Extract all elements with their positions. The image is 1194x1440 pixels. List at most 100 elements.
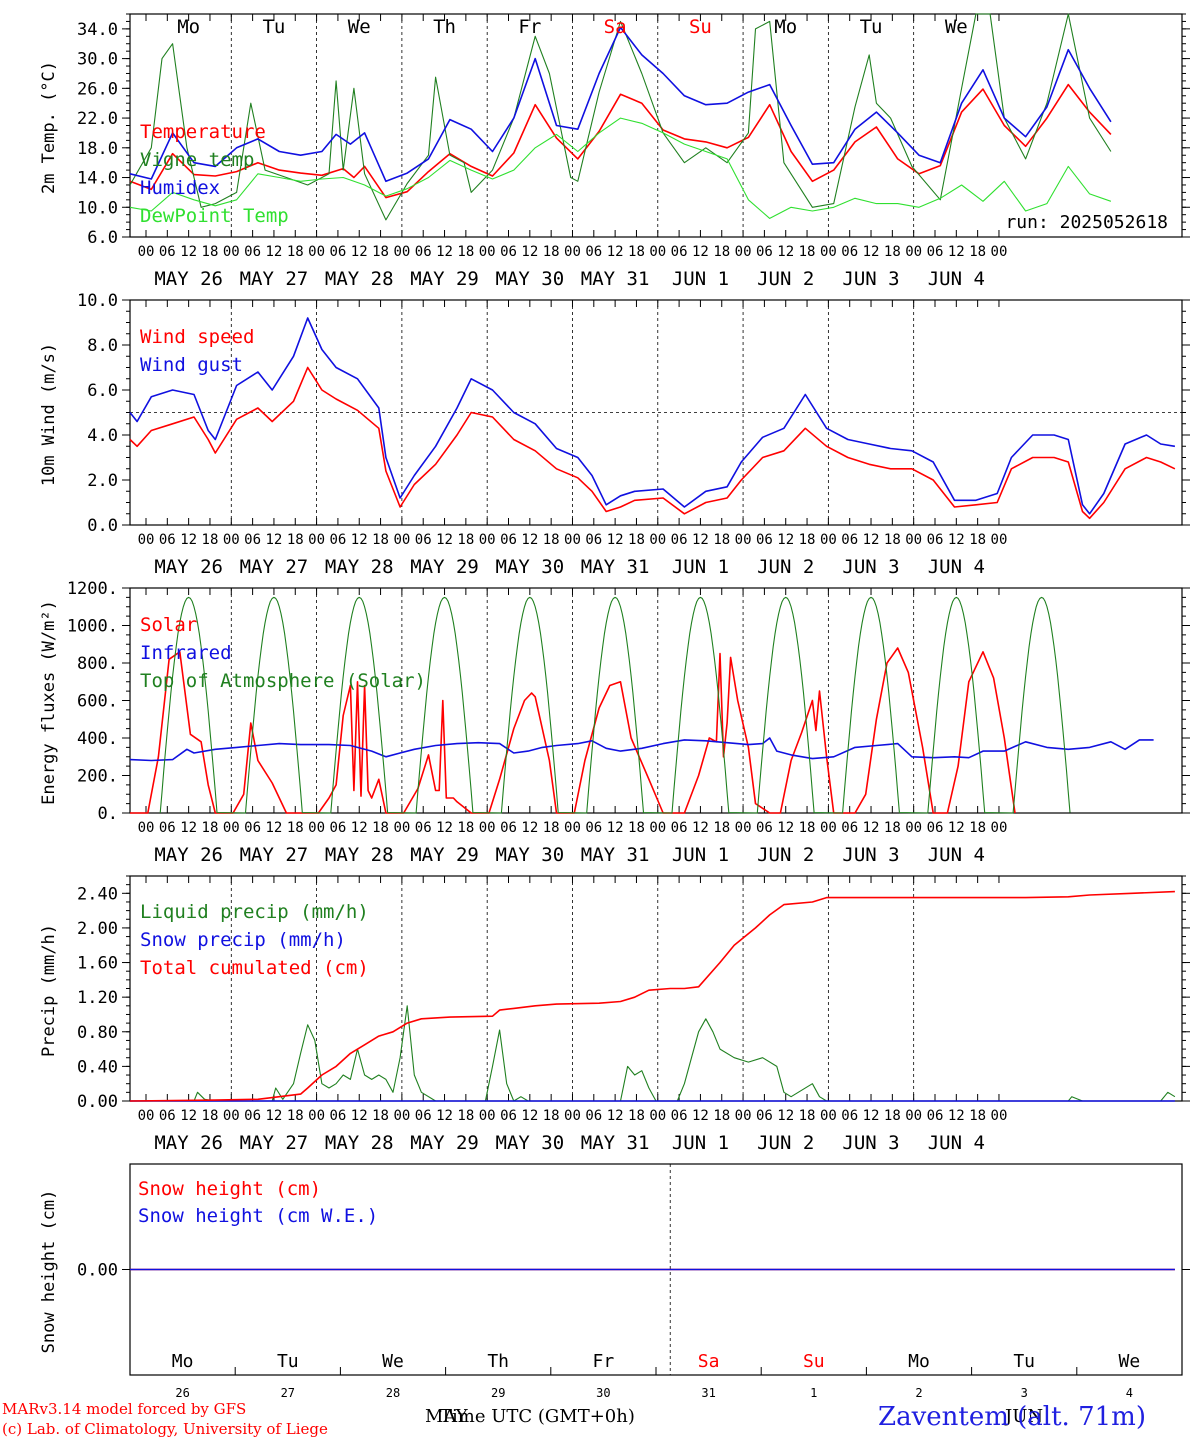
hour-label: 18 (543, 532, 560, 548)
hour-label: 06 (500, 1108, 517, 1124)
legend-entry: Snow precip (mm/h) (140, 929, 346, 951)
hour-label: 00 (564, 244, 581, 260)
hour-label: 18 (713, 244, 730, 260)
legend-entry: Total cumulated (cm) (140, 957, 369, 979)
hour-label: 06 (671, 820, 688, 836)
weekday-label: Fr (593, 1351, 615, 1372)
hour-label: 06 (927, 244, 944, 260)
hour-label: 06 (415, 1108, 432, 1124)
hour-label: 00 (393, 1108, 410, 1124)
y-tick-label: 1000. (67, 617, 118, 637)
hour-label: 12 (607, 244, 624, 260)
panel-2 (122, 299, 1190, 526)
series-line-infrared (129, 737, 1154, 762)
hour-label: 00 (905, 820, 922, 836)
date-label: MAY 30 (496, 1132, 565, 1154)
hour-label: 06 (927, 1108, 944, 1124)
hour-label: 06 (756, 532, 773, 548)
hour-label: 00 (820, 244, 837, 260)
panel-5 (122, 1163, 1190, 1376)
hour-label: 06 (415, 820, 432, 836)
hour-label: 00 (905, 244, 922, 260)
y-tick-label: 2.00 (77, 919, 118, 939)
y-tick-label: 26.0 (77, 79, 118, 99)
hour-label: 18 (543, 820, 560, 836)
hour-label: 06 (671, 244, 688, 260)
weekday-label: Sa (698, 1351, 720, 1372)
legend-entry: Solar (140, 614, 197, 636)
y-tick-label: 6.0 (87, 228, 118, 248)
hour-label: 06 (756, 820, 773, 836)
hour-label: 06 (756, 1108, 773, 1124)
hour-label: 12 (777, 532, 794, 548)
date-label: JUN 4 (928, 844, 985, 866)
date-label: MAY 27 (240, 844, 309, 866)
hour-label: 12 (180, 244, 197, 260)
date-label: JUN 4 (928, 556, 985, 578)
hour-label: 06 (841, 1108, 858, 1124)
hour-label: 00 (223, 532, 240, 548)
weekday-label: Fr (518, 16, 541, 38)
hour-label: 18 (884, 820, 901, 836)
hour-label: 18 (884, 244, 901, 260)
date-label: JUN 1 (672, 268, 729, 290)
series-line-vigne-temp (129, 13, 1112, 221)
date-label: MAY 30 (496, 556, 565, 578)
series-line-dewpoint-temp (129, 117, 1112, 219)
hour-label: 12 (351, 244, 368, 260)
hour-label: 06 (841, 532, 858, 548)
hour-label: 12 (863, 532, 880, 548)
hour-label: 06 (841, 244, 858, 260)
date-label: MAY 31 (581, 268, 650, 290)
hour-label: 12 (948, 532, 965, 548)
legend-entry: Top of Atmosphere (Solar) (140, 670, 426, 692)
hour-label: 00 (138, 244, 155, 260)
hour-label: 00 (649, 532, 666, 548)
y-axis-label: 10m Wind (m/s) (39, 343, 59, 486)
hour-label: 00 (905, 1108, 922, 1124)
date-label: MAY 26 (154, 844, 223, 866)
y-tick-label: 4.0 (87, 426, 118, 446)
meteogram: 6.010.014.018.022.026.030.034.02m Temp. … (39, 13, 1190, 1400)
y-tick-label: 200. (77, 767, 118, 787)
hour-label: 12 (266, 532, 283, 548)
hour-label: 12 (607, 532, 624, 548)
hour-label: 06 (585, 532, 602, 548)
hour-label: 06 (585, 820, 602, 836)
hour-label: 18 (969, 820, 986, 836)
hour-label: 18 (884, 532, 901, 548)
panel-4 (122, 875, 1190, 1102)
y-tick-label: 0.80 (77, 1023, 118, 1043)
day-number: 29 (491, 1386, 505, 1400)
panel-frame (129, 587, 1183, 814)
hour-label: 18 (287, 532, 304, 548)
hour-label: 12 (521, 244, 538, 260)
hour-label: 06 (841, 820, 858, 836)
y-tick-label: 14.0 (77, 169, 118, 189)
hour-label: 00 (649, 1108, 666, 1124)
panel-frame (129, 13, 1183, 238)
weekday-label: Th (487, 1351, 509, 1372)
weekday-label: Mo (774, 16, 797, 38)
hour-label: 18 (202, 820, 219, 836)
hour-label: 18 (543, 244, 560, 260)
date-label: JUN 4 (928, 268, 985, 290)
hour-label: 18 (628, 820, 645, 836)
hour-label: 06 (244, 244, 261, 260)
weekday-label: Tu (860, 16, 883, 38)
hour-label: 00 (479, 820, 496, 836)
date-label: MAY 26 (154, 1132, 223, 1154)
y-tick-label: 0.00 (77, 1261, 118, 1281)
hour-label: 00 (138, 820, 155, 836)
legend-entry: Vigne temp (140, 149, 254, 171)
hour-label: 12 (948, 820, 965, 836)
hour-label: 12 (777, 820, 794, 836)
hour-label: 00 (735, 820, 752, 836)
hour-label: 00 (308, 820, 325, 836)
hour-label: 18 (969, 244, 986, 260)
hour-label: 06 (500, 820, 517, 836)
hour-label: 00 (308, 1108, 325, 1124)
y-tick-label: 34.0 (77, 20, 118, 40)
day-number: 1 (810, 1386, 817, 1400)
hour-label: 12 (692, 244, 709, 260)
